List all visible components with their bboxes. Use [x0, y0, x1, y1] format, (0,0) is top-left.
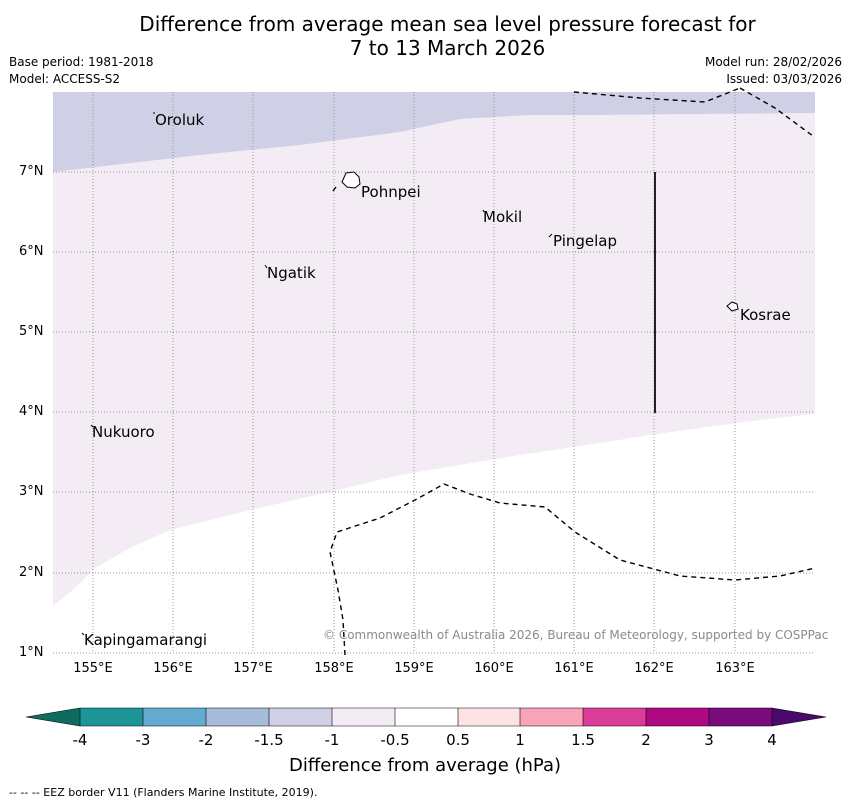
- ngatik-atoll: [264, 264, 268, 269]
- kapingamarangi-atoll: [81, 632, 85, 636]
- lon-label-155e: 155°E: [73, 661, 113, 676]
- lon-label-159e: 159°E: [394, 661, 434, 676]
- colorbar-over-arrow: [772, 708, 826, 726]
- issued-date: Issued: 03/03/2026: [726, 72, 842, 86]
- lon-label-162e: 162°E: [634, 661, 674, 676]
- lat-label-5n: 5°N: [19, 324, 44, 339]
- cb-tick-1: -4: [72, 731, 88, 749]
- lon-label-161e: 161°E: [554, 661, 594, 676]
- lat-label-4n: 4°N: [19, 404, 44, 419]
- place-pingelap: Pingelap: [553, 232, 618, 250]
- meta-right: Model run: 28/02/2026 Issued: 03/03/2026: [705, 54, 842, 88]
- pohnpei-island: [341, 171, 361, 189]
- cb-tick-7: 0.5: [446, 731, 470, 749]
- meta-left: Base period: 1981-2018 Model: ACCESS-S2: [9, 54, 154, 88]
- map-gridlines: [53, 92, 815, 654]
- cb-tick-3: -2: [198, 731, 214, 749]
- lon-label-160e: 160°E: [474, 661, 514, 676]
- title-line-2: 7 to 13 March 2026: [349, 36, 546, 60]
- lon-label-157e: 157°E: [233, 661, 273, 676]
- place-nukuoro: Nukuoro: [92, 423, 155, 441]
- colorbar-seg-11: [709, 708, 772, 726]
- cb-tick-12: 4: [767, 731, 777, 749]
- cb-tick-4: -1.5: [254, 731, 284, 749]
- cb-tick-2: -3: [135, 731, 151, 749]
- lat-label-7n: 7°N: [19, 164, 44, 179]
- title-line-1: Difference from average mean sea level p…: [139, 12, 756, 36]
- colorbar-seg-1: [80, 708, 143, 726]
- place-kapingamarangi: Kapingamarangi: [84, 631, 208, 649]
- cb-tick-8: 1: [515, 731, 525, 749]
- lon-label-163e: 163°E: [715, 661, 755, 676]
- lon-label-158e: 158°E: [314, 661, 354, 676]
- lat-label-2n: 2°N: [19, 565, 44, 580]
- kosrae-island: [726, 301, 739, 312]
- place-pohnpei: Pohnpei: [361, 183, 421, 201]
- pingelap-atoll: [548, 233, 553, 238]
- cb-tick-5: -1: [324, 731, 340, 749]
- place-oroluk: Oroluk: [155, 111, 205, 129]
- pressure-band-light: [53, 113, 815, 606]
- cb-tick-6: -0.5: [380, 731, 410, 749]
- colorbar-seg-5: [332, 708, 395, 726]
- lon-label-156e: 156°E: [153, 661, 193, 676]
- cb-tick-9: 1.5: [571, 731, 595, 749]
- colorbar-under-arrow: [26, 708, 80, 726]
- islands: [81, 112, 739, 636]
- colorbar-seg-9: [583, 708, 646, 726]
- colorbar-seg-4: [269, 708, 332, 726]
- pressure-band-lavender: [53, 92, 815, 172]
- cb-tick-10: 2: [641, 731, 651, 749]
- colorbar-seg-3: [206, 708, 269, 726]
- place-mokil: Mokil: [483, 208, 523, 226]
- colorbar-seg-10: [646, 708, 709, 726]
- cb-tick-11: 3: [704, 731, 714, 749]
- colorbar-seg-6: [395, 708, 458, 726]
- mokil-atoll: [482, 209, 485, 213]
- copyright-notice: © Commonwealth of Australia 2026, Bureau…: [323, 628, 829, 642]
- lat-label-1n: 1°N: [19, 645, 44, 660]
- base-period: Base period: 1981-2018: [9, 55, 154, 69]
- colorbar-seg-2: [143, 708, 206, 726]
- colorbar: [25, 707, 827, 727]
- lat-label-6n: 6°N: [19, 244, 44, 259]
- eez-footnote: -- -- -- EEZ border V11 (Flanders Marine…: [9, 786, 318, 799]
- colorbar-seg-8: [520, 708, 583, 726]
- place-ngatik: Ngatik: [267, 264, 316, 282]
- nukuoro-atoll: [90, 424, 94, 428]
- eez-borders: [329, 87, 816, 656]
- model-name: Model: ACCESS-S2: [9, 72, 121, 86]
- model-run: Model run: 28/02/2026: [704, 55, 842, 69]
- map-title: Difference from average mean sea level p…: [0, 12, 850, 60]
- place-kosrae: Kosrae: [740, 306, 791, 324]
- colorbar-seg-7: [458, 708, 520, 726]
- colorbar-title: Difference from average (hPa): [288, 755, 562, 776]
- lat-label-3n: 3°N: [19, 484, 44, 499]
